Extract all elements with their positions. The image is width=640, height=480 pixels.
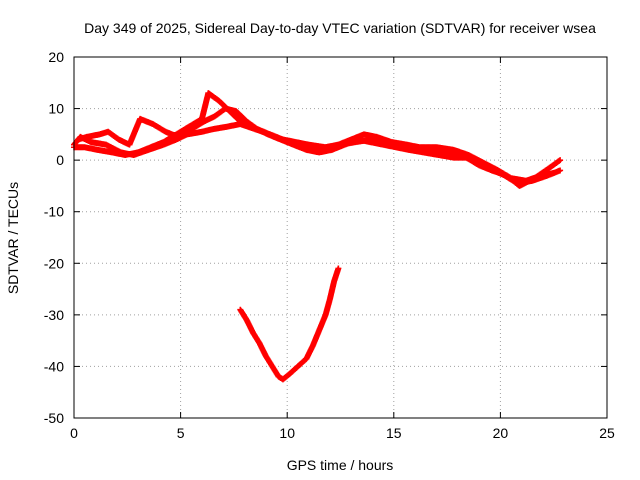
x-tick-label: 0 (70, 425, 78, 441)
plot-frame (73, 56, 608, 419)
data-point (335, 265, 342, 272)
series-track-c (75, 105, 564, 189)
y-tick-label: -20 (44, 255, 64, 271)
data-point (557, 167, 564, 174)
x-axis-ticks: 0 5 10 15 20 25 (70, 57, 615, 441)
data-point (550, 170, 557, 177)
x-tick-label: 5 (177, 425, 185, 441)
y-tick-label: 10 (48, 101, 64, 117)
y-axis-label: SDTVAR / TECUs (5, 182, 21, 294)
x-tick-label: 15 (386, 425, 402, 441)
x-tick-label: 20 (493, 425, 509, 441)
y-tick-label: 0 (56, 152, 64, 168)
data-marks (71, 90, 564, 383)
grid (74, 57, 607, 418)
x-tick-label: 25 (599, 425, 615, 441)
chart-title: Day 349 of 2025, Sidereal Day-to-day VTE… (84, 20, 596, 36)
y-tick-label: -30 (44, 307, 64, 323)
y-tick-label: -50 (44, 410, 64, 426)
data-point (557, 157, 564, 164)
series-dip-track (237, 265, 342, 383)
x-tick-label: 10 (279, 425, 295, 441)
y-axis-ticks: -50 -40 -30 -20 -10 0 10 20 (44, 49, 607, 426)
y-tick-label: -10 (44, 204, 64, 220)
y-tick-label: 20 (48, 49, 64, 65)
y-tick-label: -40 (44, 358, 64, 374)
x-axis-label: GPS time / hours (287, 457, 394, 473)
